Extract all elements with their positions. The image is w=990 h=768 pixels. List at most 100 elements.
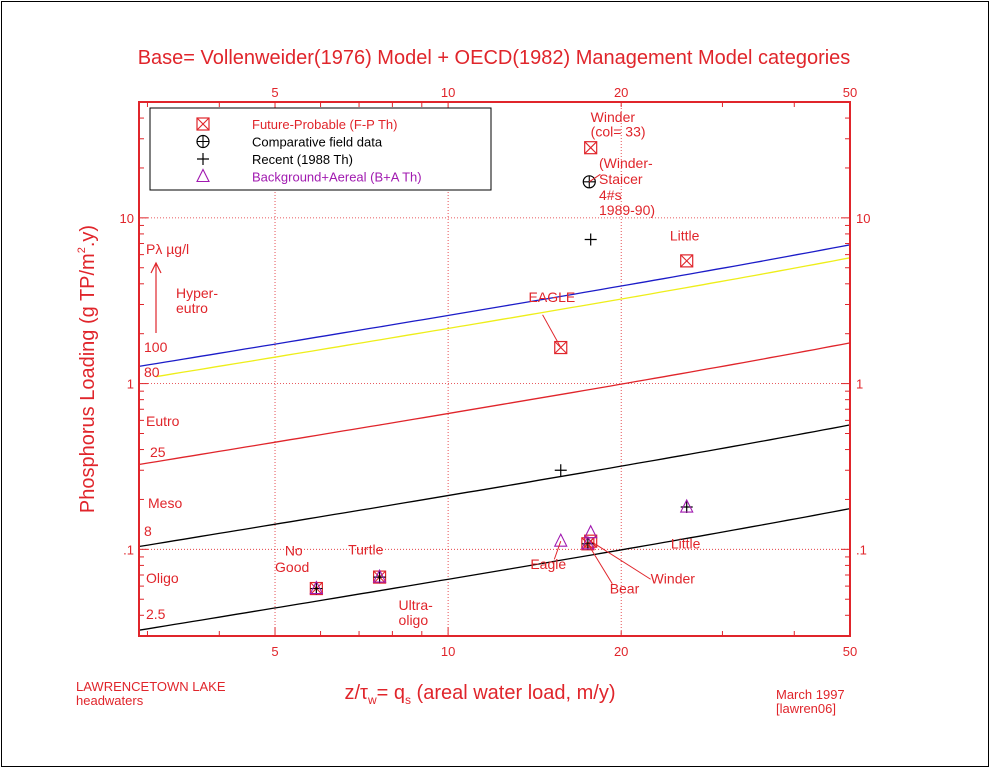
plus-cross <box>197 153 209 165</box>
annotation-1989-90: 1989-90) <box>599 202 655 218</box>
box-x-frame <box>584 141 598 155</box>
point-plus-eagle <box>554 464 567 477</box>
legend-label-2: Recent (1988 Th) <box>252 152 353 167</box>
grid-lines <box>139 102 850 636</box>
x-axis-label-s-sub: s <box>405 693 411 707</box>
point-triangle-turtle <box>372 568 387 583</box>
annotation-turtle: Turtle <box>348 542 383 558</box>
legend-marker-circle-plus <box>196 134 210 149</box>
zone-label-1: Eutro <box>146 413 180 429</box>
box-x-cross <box>196 117 210 131</box>
leader-line-0 <box>542 314 562 348</box>
box-x-frame <box>196 117 210 131</box>
curve-p80 <box>155 257 851 378</box>
annotation-oligo: oligo <box>399 612 429 628</box>
footer-lake-name: LAWRENCETOWN LAKE <box>76 679 226 694</box>
legend-marker-plus <box>197 153 209 165</box>
x-axis-label-eq: = q <box>377 682 405 704</box>
point-triangle-bear <box>580 535 595 550</box>
curve-label-100: 100 <box>144 339 168 355</box>
legend-label-0: Future-Probable (F-P Th) <box>252 117 397 132</box>
triangle-outline <box>580 535 595 550</box>
annotation-col-33: (col= 33) <box>591 123 646 139</box>
annotation-good: Good <box>275 559 309 575</box>
zone-label-0: eutro <box>176 300 208 316</box>
curve-label-25: 25 <box>150 444 166 460</box>
y-axis-label-superscript: 2 <box>76 247 88 253</box>
annotation-4-s: 4#s <box>599 187 622 203</box>
annotation-no: No <box>285 542 303 558</box>
triangle-outline <box>372 568 387 583</box>
legend-label-3: Background+Aereal (B+A Th) <box>252 170 422 185</box>
point-plus-little <box>680 501 693 514</box>
curve-p8 <box>138 424 851 548</box>
leader-line-3 <box>587 543 613 585</box>
point-triangle-winder <box>583 524 598 539</box>
data-points <box>309 141 694 596</box>
x-tick-label-top-2: 20 <box>614 85 628 100</box>
y-axis-label: Phosphorus Loading (g TP/m2.y) <box>76 225 99 513</box>
point-triangle-eagle <box>553 532 568 547</box>
x-tick-label-bottom-0: 5 <box>271 644 278 659</box>
annotation-little: Little <box>671 536 701 552</box>
curve-parameter-label: Pλ µg/l <box>146 241 189 257</box>
x-tick-label-top-1: 10 <box>441 85 455 100</box>
point-triangle-little <box>679 498 694 513</box>
annotation-winder: (Winder- <box>599 155 653 171</box>
annotation-eagle: Eagle <box>530 556 566 572</box>
leader-line-4 <box>553 541 562 560</box>
curve-p100 <box>138 244 851 368</box>
curve-label-80: 80 <box>144 364 160 380</box>
leader-lines <box>542 173 651 585</box>
curve-p25 <box>138 342 851 466</box>
annotation-bear: Bear <box>610 581 640 597</box>
zone-labels: Hyper-eutro Eutro Meso Oligo <box>146 285 218 586</box>
annotation-staicer: Staicer <box>599 171 643 187</box>
footer-date: March 1997 <box>776 687 845 702</box>
plus-cross <box>554 464 567 477</box>
curve-label-8: 8 <box>144 523 152 539</box>
annotations: Winder(col= 33)(Winder-Staicer4#s1989-90… <box>275 109 701 628</box>
leader-line-2 <box>590 540 651 580</box>
x-axis-label-tail: (areal water load, m/y) <box>411 682 616 704</box>
triangle-outline <box>583 524 598 539</box>
zone-label-3: Oligo <box>146 570 179 586</box>
point-box-x-little <box>680 254 694 268</box>
curve-labels: 100 80 25 8 2.5 <box>144 339 168 622</box>
x-tick-label-top-3: 50 <box>843 85 857 100</box>
plot-area-border <box>138 101 851 637</box>
annotation-ultra: Ultra- <box>399 597 434 613</box>
y-axis-label-main: Phosphorus Loading (g TP/m <box>77 253 99 513</box>
x-axis-label-tau: τ <box>360 682 368 704</box>
axis-ticks: 5 5 10 10 20 20 50 50 10 10 1 1 .1 .1 <box>120 85 871 659</box>
triangle-outline <box>553 532 568 547</box>
x-tick-label-bottom-3: 50 <box>843 644 857 659</box>
x-tick-label-bottom-1: 10 <box>441 644 455 659</box>
y-tick-label-right-0: 10 <box>856 211 870 226</box>
zone-label-0: Hyper- <box>176 285 218 301</box>
x-tick-label-bottom-2: 20 <box>614 644 628 659</box>
annotation-winder: Winder <box>591 109 636 125</box>
y-tick-label-left-2: .1 <box>123 542 134 557</box>
x-axis-label-w-sub: w <box>367 693 377 707</box>
annotation-winder: Winder <box>651 571 696 587</box>
box-x-frame <box>554 340 568 355</box>
curve-p2.5 <box>138 507 851 631</box>
x-tick-label-top-0: 5 <box>271 85 278 100</box>
point-plus-2-0 <box>584 233 597 246</box>
leader-line-1 <box>588 173 601 183</box>
y-tick-label-right-1: 1 <box>856 377 863 392</box>
footer-file-id: [lawren06] <box>776 701 836 716</box>
triangle-outline <box>309 580 324 595</box>
x-axis-label-z: z/ <box>344 682 360 704</box>
legend-marker-triangle <box>196 168 210 183</box>
y-tick-label-left-1: 1 <box>127 377 134 392</box>
footer-lake-subtitle: headwaters <box>76 693 144 708</box>
y-tick-label-right-2: .1 <box>856 542 867 557</box>
x-axis-label: z/τw= qs (areal water load, m/y) <box>344 682 615 707</box>
triangle-outline <box>679 498 694 513</box>
box-x-cross <box>680 254 694 268</box>
chart-title: Base= Vollenweider(1976) Model + OECD(19… <box>138 47 851 69</box>
box-x-cross <box>584 141 598 155</box>
